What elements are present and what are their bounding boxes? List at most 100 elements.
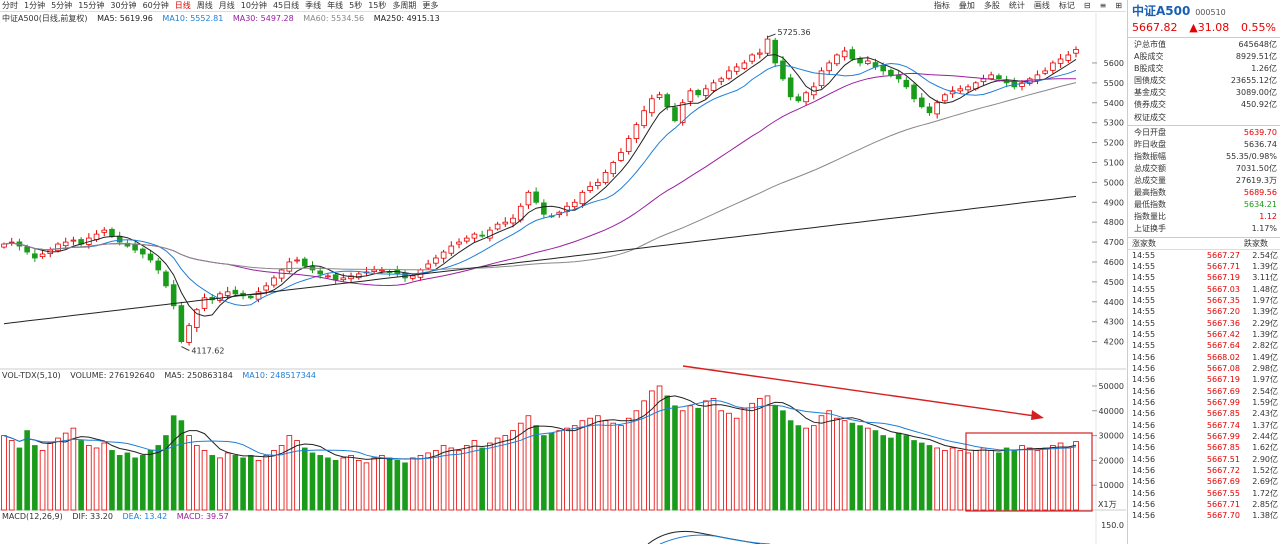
candle-body	[679, 102, 686, 123]
candle-body	[965, 86, 971, 91]
candle-body	[895, 74, 902, 80]
candle-body	[379, 269, 385, 272]
index-name: 中证A500	[1132, 4, 1191, 18]
last-price: 5667.82	[1132, 21, 1178, 34]
period-tab[interactable]: 更多	[422, 1, 439, 10]
volume-bar	[163, 435, 169, 511]
volume-bar	[602, 420, 609, 511]
volume-bar	[795, 425, 802, 511]
tick-price: 5667.03	[1206, 284, 1240, 294]
volume-bar	[649, 390, 655, 511]
volume-unit-label: X1万	[1098, 500, 1117, 509]
tool-button[interactable]: 叠加	[958, 1, 975, 10]
quote-row-label: 总成交额	[1134, 163, 1166, 173]
stock-chart[interactable]: 4200 4300 4400 4500 4600 4700 4800 4900 5000 5100…	[0, 13, 1126, 544]
price-change: ▲31.08	[1189, 21, 1230, 34]
ma10-value: MA10: 5552.81	[162, 14, 224, 23]
candle-body	[695, 90, 701, 96]
candle-body	[772, 39, 779, 64]
candle-body	[55, 243, 61, 252]
tick-price: 5667.27	[1206, 250, 1240, 260]
volume-tick-label: 50000	[1099, 382, 1124, 391]
period-tab[interactable]: 30分钟	[110, 1, 137, 10]
candle-body	[911, 84, 917, 100]
volume-bar	[841, 420, 848, 511]
tool-button[interactable]: 多股	[983, 1, 1000, 10]
quote-row-value: 23655.12亿	[1230, 76, 1277, 86]
quote-row-value: 5636.74	[1243, 139, 1277, 149]
period-tab[interactable]: 年线	[327, 1, 344, 10]
period-tab[interactable]: 5分钟	[51, 1, 73, 10]
quote-row-value: 645648亿	[1238, 40, 1277, 49]
volume-bar	[610, 422, 617, 511]
quote-row: 上证换手 1.17%	[1128, 223, 1280, 235]
volume-bar	[510, 430, 516, 511]
tick-row: 14:55 5667.71 1.39亿	[1128, 261, 1280, 272]
period-tab[interactable]: 10分钟	[240, 1, 267, 10]
trend-arrow-line	[682, 365, 1036, 417]
volume-bar	[456, 450, 462, 511]
candle-body	[348, 275, 354, 280]
candle-body	[201, 297, 208, 309]
candle-body	[70, 239, 77, 242]
period-tab[interactable]: 1分钟	[24, 1, 46, 10]
tool-button[interactable]: ⊟	[1083, 1, 1091, 10]
tick-list[interactable]: 14:55 5667.27 2.54亿 14:55 5667.71 1.39亿 14:55 5…	[1128, 250, 1280, 522]
volume-bar	[972, 450, 979, 511]
tick-row: 14:56 5667.08 2.98亿	[1128, 363, 1280, 374]
quote-row-value: 1.12	[1259, 212, 1277, 222]
tool-button[interactable]: 画线	[1033, 1, 1050, 10]
dif-value: DIF: 33.20	[72, 512, 113, 521]
tick-amount: 2.54亿	[1252, 250, 1278, 260]
quote-row-label: 债券成交	[1134, 100, 1166, 110]
candle-body	[371, 269, 377, 272]
tool-button[interactable]: ⊞	[1115, 1, 1122, 10]
tick-amount: 2.69亿	[1252, 477, 1278, 487]
volume-bar	[872, 430, 879, 511]
period-tab[interactable]: 季线	[305, 1, 322, 10]
volume-bar	[741, 407, 748, 511]
tick-price: 5667.69	[1206, 477, 1240, 487]
volume-bar	[70, 427, 77, 511]
tick-time: 14:56	[1132, 477, 1156, 487]
volume-bar	[140, 455, 146, 511]
volume-bar	[39, 450, 46, 511]
tick-row: 14:56 5667.85 1.62亿	[1128, 442, 1280, 453]
price-tick-label: 4400	[1104, 298, 1124, 307]
candle-body	[1019, 82, 1025, 87]
period-tab[interactable]: 60分钟	[142, 1, 169, 10]
volume-value: VOLUME: 276192640	[70, 371, 155, 380]
tool-button[interactable]: 指标	[933, 1, 950, 10]
tick-price: 5667.55	[1206, 488, 1240, 498]
period-tab[interactable]: 分时	[2, 1, 18, 10]
tool-button[interactable]: ≡	[1099, 1, 1107, 10]
candle-body	[255, 291, 262, 300]
tool-button[interactable]: 统计	[1008, 1, 1025, 10]
macd-tick-label: 150.0	[1101, 521, 1124, 530]
tick-amount: 2.44亿	[1252, 432, 1278, 441]
period-tab[interactable]: 15秒	[368, 1, 387, 10]
candle-body	[764, 38, 771, 54]
candle-body	[409, 275, 416, 279]
period-tab[interactable]: 45日线	[272, 1, 300, 10]
candle-body	[140, 248, 146, 255]
period-tab[interactable]: 月线	[218, 1, 235, 10]
tick-time: 14:55	[1132, 250, 1156, 260]
period-tab[interactable]: 周线	[196, 1, 213, 10]
volume-bar	[271, 450, 277, 511]
quote-row-label: B股成交	[1134, 64, 1164, 74]
quote-row-label: 最低指数	[1134, 200, 1166, 210]
candle-body	[996, 75, 1002, 80]
quote-row-label: 指数量比	[1134, 212, 1166, 222]
tool-button[interactable]: 标记	[1058, 1, 1075, 10]
period-tab[interactable]: 5秒	[349, 1, 363, 10]
candle-body	[649, 98, 655, 114]
volume-bar	[625, 417, 632, 511]
tick-time: 14:56	[1132, 386, 1156, 396]
volume-bar	[718, 410, 725, 511]
tick-row: 14:56 5667.72 1.52亿	[1128, 465, 1280, 476]
tick-amount: 2.43亿	[1252, 409, 1278, 419]
period-tab[interactable]: 15分钟	[78, 1, 105, 10]
period-tab[interactable]: 多周期	[392, 1, 417, 10]
period-tab[interactable]: 日线	[174, 1, 191, 10]
